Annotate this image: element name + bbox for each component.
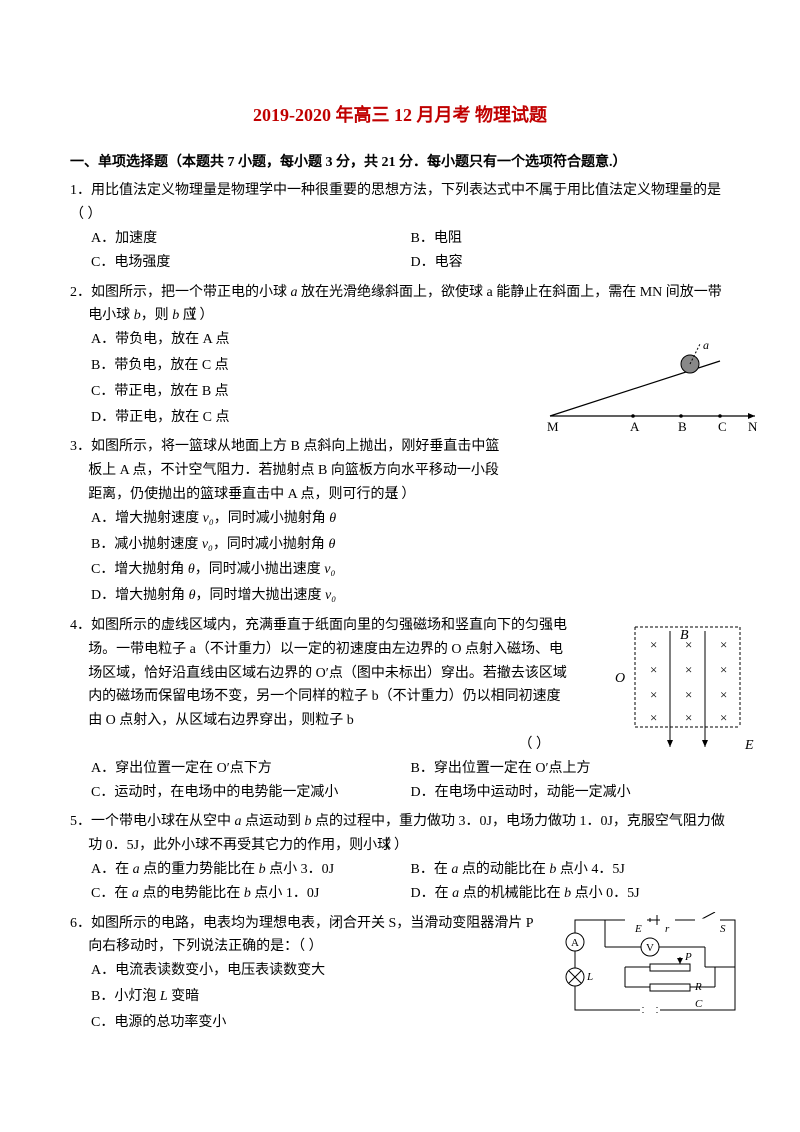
q1-opt-d: D．电容 [411, 251, 731, 275]
question-3: 3．如图所示，将一篮球从地面上方 B 点斜向上抛出，刚好垂直击中篮板上 A 点，… [70, 435, 730, 608]
svg-text:L: L [586, 971, 593, 983]
svg-text:B: B [678, 419, 687, 434]
q3-opt-b: B．减小抛射速度 v₀，同时减小抛射角 θ [91, 533, 730, 557]
q6-opt-c: C．电源的总功率变小 [91, 1011, 545, 1035]
question-5: 5．一个带电小球在从空中 a 点运动到 b 点的过程中，重力做功 3．0J，电场… [70, 810, 730, 905]
figure-2: × × × × × × × × × × × × O B E [610, 619, 765, 764]
q6-opt-a: A．电流表读数变小，电压表读数变大 [91, 959, 545, 983]
q1-stem: 1．用比值法定义物理量是物理学中一种很重要的思想方法，下列表达式中不属于用比值法… [70, 183, 721, 198]
q3-opt-d: D．增大抛射角 θ，同时增大抛出速度 v₀ [91, 584, 730, 608]
question-6: 6．如图所示的电路，电表均为理想电表，闭合开关 S，当滑动变阻器滑片 P 向右移… [70, 912, 730, 1035]
q5-opt-b: B．在 a 点的动能比在 b 点小 4．5J [411, 858, 731, 882]
question-2: 2．如图所示，把一个带正电的小球 a 放在光滑绝缘斜面上，欲使球 a 能静止在斜… [70, 281, 730, 430]
svg-text:×: × [720, 710, 727, 725]
q5-opt-c: C．在 a 点的电势能比在 b 点小 1．0J [91, 882, 411, 906]
svg-text:×: × [685, 687, 692, 702]
q5-paren: （ ） [395, 834, 409, 858]
svg-text:V: V [646, 942, 654, 954]
svg-text:×: × [650, 662, 657, 677]
q3-paren: （ ） [402, 483, 416, 507]
svg-text:E: E [744, 738, 754, 753]
svg-text:×: × [650, 637, 657, 652]
q6-opt-b: B．小灯泡 L 变暗 [91, 985, 545, 1009]
figure-1: a M A B C N [545, 341, 765, 441]
svg-text:×: × [685, 662, 692, 677]
q1-opt-a: A．加速度 [91, 227, 411, 251]
svg-text:A: A [571, 937, 579, 949]
q3-stem: 3．如图所示，将一篮球从地面上方 B 点斜向上抛出，刚好垂直击中篮板上 A 点，… [70, 439, 499, 502]
svg-text:P: P [684, 951, 692, 963]
svg-text:×: × [720, 662, 727, 677]
q2-paren: （ ） [200, 304, 214, 328]
q6-stem: 6．如图所示的电路，电表均为理想电表，闭合开关 S，当滑动变阻器滑片 P 向右移… [70, 916, 533, 955]
svg-text:N: N [748, 419, 758, 434]
svg-text:A: A [630, 419, 640, 434]
page-title: 2019-2020 年高三 12 月月考 物理试题 [70, 100, 730, 131]
section-header: 一、单项选择题（本题共 7 小题，每小题 3 分，共 21 分．每小题只有一个选… [70, 151, 730, 175]
figure-3: A E r S L V P [565, 912, 745, 1017]
q4-opt-d: D．在电场中运动时，动能一定减小 [411, 781, 731, 805]
q3-opt-c: C．增大抛射角 θ，同时减小抛出速度 v₀ [91, 558, 730, 582]
svg-text:E: E [634, 923, 642, 935]
question-1: 1．用比值法定义物理量是物理学中一种很重要的思想方法，下列表达式中不属于用比值法… [70, 179, 730, 274]
q5-opt-a: A．在 a 点的重力势能比在 b 点小 3．0J [91, 858, 411, 882]
q4-paren: （ ） [88, 733, 570, 757]
svg-text:×: × [650, 687, 657, 702]
q1-opt-b: B．电阻 [411, 227, 731, 251]
q1-opt-c: C．电场强度 [91, 251, 411, 275]
svg-text:M: M [547, 419, 559, 434]
svg-text:×: × [720, 687, 727, 702]
q4-opt-c: C．运动时，在电场中的电势能一定减小 [91, 781, 411, 805]
q3-opt-a: A．增大抛射速度 v₀，同时减小抛射角 θ [91, 507, 730, 531]
svg-text:B: B [680, 628, 689, 643]
svg-text:r: r [665, 923, 670, 935]
svg-text:×: × [685, 710, 692, 725]
q4-stem: 4．如图所示的虚线区域内，充满垂直于纸面向里的匀强磁场和竖直向下的匀强电场。一带… [70, 618, 567, 728]
svg-text:a: a [703, 341, 709, 352]
q5-opt-d: D．在 a 点的机械能比在 b 点小 0．5J [411, 882, 731, 906]
question-4: 4．如图所示的虚线区域内，充满垂直于纸面向里的匀强磁场和竖直向下的匀强电场。一带… [70, 614, 730, 804]
svg-text:×: × [650, 710, 657, 725]
svg-text:C: C [695, 998, 703, 1010]
svg-text:×: × [720, 637, 727, 652]
svg-text:O: O [615, 671, 625, 686]
q1-paren: （ ） [88, 203, 102, 227]
q4-opt-a: A．穿出位置一定在 O′点下方 [91, 757, 411, 781]
svg-text:C: C [718, 419, 727, 434]
svg-text:S: S [720, 923, 726, 935]
